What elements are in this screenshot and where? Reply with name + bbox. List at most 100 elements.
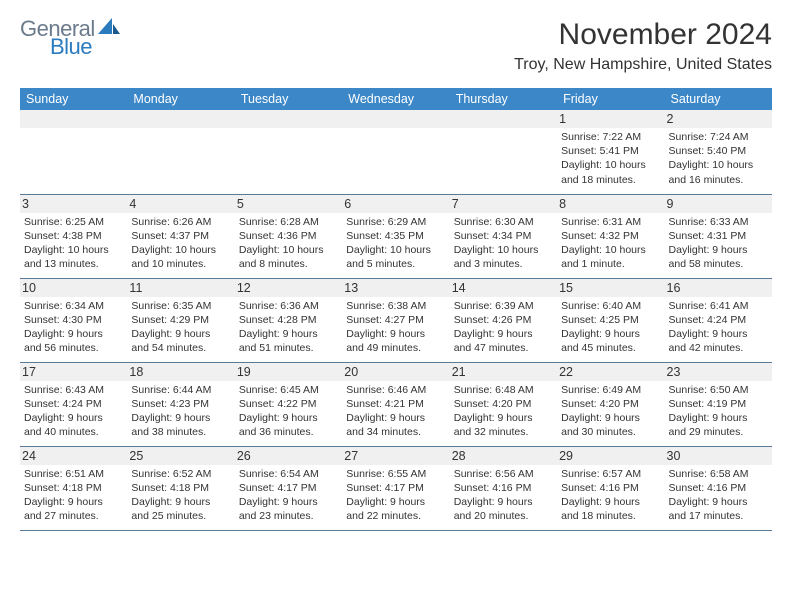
calendar-day-cell: 9Sunrise: 6:33 AMSunset: 4:31 PMDaylight…: [665, 194, 772, 278]
detail-line: Sunset: 4:16 PM: [669, 481, 768, 495]
day-number: 10: [20, 279, 127, 297]
day-number: 17: [20, 363, 127, 381]
calendar-day-cell: 11Sunrise: 6:35 AMSunset: 4:29 PMDayligh…: [127, 278, 234, 362]
calendar-week-row: 24Sunrise: 6:51 AMSunset: 4:18 PMDayligh…: [20, 446, 772, 530]
detail-line: Sunrise: 6:31 AM: [561, 215, 660, 229]
detail-line: and 18 minutes.: [561, 509, 660, 523]
empty-day-strip: [20, 110, 127, 128]
day-number: 12: [235, 279, 342, 297]
detail-line: Sunrise: 6:30 AM: [454, 215, 553, 229]
day-details: Sunrise: 6:25 AMSunset: 4:38 PMDaylight:…: [24, 215, 123, 272]
detail-line: Daylight: 9 hours: [24, 411, 123, 425]
detail-line: and 47 minutes.: [454, 341, 553, 355]
detail-line: Daylight: 9 hours: [454, 411, 553, 425]
calendar-day-cell: 30 Sunrise: 6:58 AMSunset: 4:16 PMDayligh…: [665, 446, 772, 530]
detail-line: Daylight: 10 hours: [24, 243, 123, 257]
day-details: Sunrise: 7:22 AMSunset: 5:41 PMDaylight:…: [561, 130, 660, 187]
day-details: Sunrise: 6:26 AMSunset: 4:37 PMDaylight:…: [131, 215, 230, 272]
detail-line: Sunset: 4:20 PM: [561, 397, 660, 411]
detail-line: and 5 minutes.: [346, 257, 445, 271]
empty-day-strip: [127, 110, 234, 128]
calendar-body: 1 Sunrise: 7:22 AMSunset: 5:41 PMDaylight…: [20, 110, 772, 530]
detail-line: and 54 minutes.: [131, 341, 230, 355]
detail-line: Sunset: 4:17 PM: [346, 481, 445, 495]
detail-line: Sunrise: 6:58 AM: [669, 467, 768, 481]
detail-line: and 8 minutes.: [239, 257, 338, 271]
detail-line: Sunrise: 6:38 AM: [346, 299, 445, 313]
day-details: Sunrise: 6:33 AMSunset: 4:31 PMDaylight:…: [669, 215, 768, 272]
empty-day-strip: [235, 110, 342, 128]
detail-line: Sunset: 4:20 PM: [454, 397, 553, 411]
detail-line: Sunrise: 6:28 AM: [239, 215, 338, 229]
day-details: Sunrise: 6:57 AMSunset: 4:16 PMDaylight:…: [561, 467, 660, 524]
detail-line: Sunset: 4:24 PM: [24, 397, 123, 411]
day-number: 19: [235, 363, 342, 381]
detail-line: Sunset: 4:38 PM: [24, 229, 123, 243]
detail-line: Daylight: 9 hours: [454, 495, 553, 509]
calendar-day-cell: 18Sunrise: 6:44 AMSunset: 4:23 PMDayligh…: [127, 362, 234, 446]
detail-line: Sunrise: 6:33 AM: [669, 215, 768, 229]
detail-line: Daylight: 9 hours: [669, 495, 768, 509]
detail-line: and 16 minutes.: [669, 173, 768, 187]
day-details: Sunrise: 6:50 AMSunset: 4:19 PMDaylight:…: [669, 383, 768, 440]
detail-line: Sunrise: 6:50 AM: [669, 383, 768, 397]
calendar-day-cell: [20, 110, 127, 194]
detail-line: Sunrise: 6:49 AM: [561, 383, 660, 397]
calendar-day-cell: 22Sunrise: 6:49 AMSunset: 4:20 PMDayligh…: [557, 362, 664, 446]
detail-line: Daylight: 9 hours: [454, 327, 553, 341]
day-details: Sunrise: 6:28 AMSunset: 4:36 PMDaylight:…: [239, 215, 338, 272]
detail-line: Sunset: 4:25 PM: [561, 313, 660, 327]
detail-line: Sunrise: 6:40 AM: [561, 299, 660, 313]
day-details: Sunrise: 6:31 AMSunset: 4:32 PMDaylight:…: [561, 215, 660, 272]
location-subtitle: Troy, New Hampshire, United States: [514, 56, 772, 74]
day-number: 16: [665, 279, 772, 297]
detail-line: Sunrise: 6:25 AM: [24, 215, 123, 229]
detail-line: Sunset: 4:16 PM: [454, 481, 553, 495]
detail-line: and 23 minutes.: [239, 509, 338, 523]
detail-line: Sunset: 4:31 PM: [669, 229, 768, 243]
day-details: Sunrise: 6:38 AMSunset: 4:27 PMDaylight:…: [346, 299, 445, 356]
detail-line: Daylight: 9 hours: [239, 495, 338, 509]
detail-line: Daylight: 9 hours: [669, 327, 768, 341]
day-number: 1: [557, 110, 664, 128]
weekday-header: Friday: [557, 88, 664, 110]
day-details: Sunrise: 6:36 AMSunset: 4:28 PMDaylight:…: [239, 299, 338, 356]
detail-line: and 51 minutes.: [239, 341, 338, 355]
detail-line: Daylight: 9 hours: [561, 327, 660, 341]
day-number: 7: [450, 195, 557, 213]
calendar-day-cell: 17Sunrise: 6:43 AMSunset: 4:24 PMDayligh…: [20, 362, 127, 446]
calendar-day-cell: [235, 110, 342, 194]
calendar-week-row: 10Sunrise: 6:34 AMSunset: 4:30 PMDayligh…: [20, 278, 772, 362]
detail-line: Daylight: 9 hours: [131, 327, 230, 341]
detail-line: Daylight: 9 hours: [561, 411, 660, 425]
detail-line: Sunrise: 6:39 AM: [454, 299, 553, 313]
detail-line: and 36 minutes.: [239, 425, 338, 439]
day-number: 30: [665, 447, 772, 465]
detail-line: Sunset: 4:24 PM: [669, 313, 768, 327]
calendar-day-cell: 24Sunrise: 6:51 AMSunset: 4:18 PMDayligh…: [20, 446, 127, 530]
day-number: 24: [20, 447, 127, 465]
detail-line: and 22 minutes.: [346, 509, 445, 523]
detail-line: Sunrise: 6:41 AM: [669, 299, 768, 313]
detail-line: Sunrise: 7:22 AM: [561, 130, 660, 144]
detail-line: and 56 minutes.: [24, 341, 123, 355]
detail-line: Sunset: 4:18 PM: [24, 481, 123, 495]
calendar-day-cell: 21Sunrise: 6:48 AMSunset: 4:20 PMDayligh…: [450, 362, 557, 446]
detail-line: Daylight: 10 hours: [561, 243, 660, 257]
weekday-header: Monday: [127, 88, 234, 110]
calendar-week-row: 17Sunrise: 6:43 AMSunset: 4:24 PMDayligh…: [20, 362, 772, 446]
calendar-day-cell: 6Sunrise: 6:29 AMSunset: 4:35 PMDaylight…: [342, 194, 449, 278]
detail-line: and 17 minutes.: [669, 509, 768, 523]
day-details: Sunrise: 6:41 AMSunset: 4:24 PMDaylight:…: [669, 299, 768, 356]
calendar-week-row: 3Sunrise: 6:25 AMSunset: 4:38 PMDaylight…: [20, 194, 772, 278]
detail-line: Sunset: 4:19 PM: [669, 397, 768, 411]
detail-line: Sunrise: 6:54 AM: [239, 467, 338, 481]
detail-line: Daylight: 10 hours: [346, 243, 445, 257]
detail-line: and 18 minutes.: [561, 173, 660, 187]
calendar-day-cell: 28Sunrise: 6:56 AMSunset: 4:16 PMDayligh…: [450, 446, 557, 530]
calendar-day-cell: 26Sunrise: 6:54 AMSunset: 4:17 PMDayligh…: [235, 446, 342, 530]
day-number: 6: [342, 195, 449, 213]
detail-line: and 42 minutes.: [669, 341, 768, 355]
detail-line: Daylight: 9 hours: [669, 411, 768, 425]
day-number: 15: [557, 279, 664, 297]
